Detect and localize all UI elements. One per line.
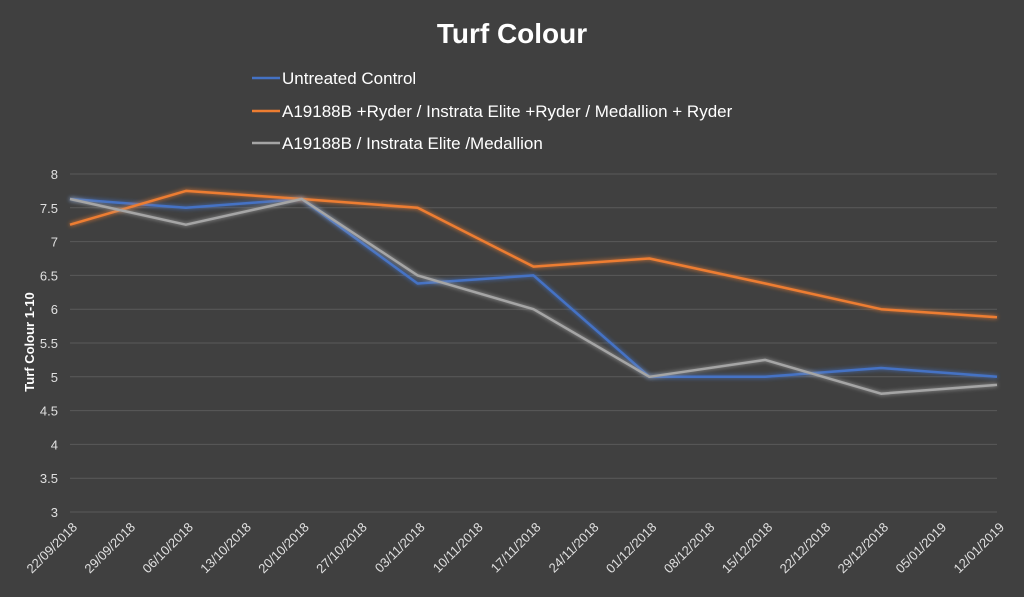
x-tick-label: 20/10/2018 [255, 520, 312, 577]
gridlines [70, 173, 997, 513]
x-tick-label: 24/11/2018 [546, 520, 602, 576]
y-tick-label: 5 [51, 370, 58, 385]
series-line-3 [69, 197, 998, 395]
x-tick-label: 22/12/2018 [777, 520, 834, 577]
x-tick-label: 27/10/2018 [313, 520, 370, 577]
y-tick-label: 3.5 [40, 471, 58, 486]
chart-title: Turf Colour [437, 18, 587, 49]
x-tick-label: 12/01/2019 [950, 520, 1007, 577]
y-tick-label: 6 [51, 302, 58, 317]
series-line-2 [69, 189, 998, 319]
legend-entry: Untreated Control [282, 69, 416, 88]
x-tick-label: 08/12/2018 [661, 520, 718, 577]
x-tick-label: 15/12/2018 [719, 520, 776, 577]
y-tick-label: 8 [51, 167, 58, 182]
x-tick-label: 29/09/2018 [81, 520, 138, 577]
y-axis-label: Turf Colour 1-10 [22, 292, 37, 391]
x-tick-label: 13/10/2018 [197, 520, 254, 577]
legend-entry: A19188B +Ryder / Instrata Elite +Ryder /… [282, 102, 733, 121]
x-tick-labels: 22/09/2018 29/09/2018 06/10/2018 13/10/2018… [23, 520, 1007, 577]
legend-entry: A19188B / Instrata Elite /Medallion [282, 134, 543, 153]
y-tick-label: 3 [51, 505, 58, 520]
y-tick-label: 7 [51, 235, 58, 250]
y-tick-label: 4.5 [40, 404, 58, 419]
x-tick-label: 05/01/2019 [893, 520, 950, 577]
legend: Untreated Control A19188B +Ryder / Instra… [252, 69, 733, 153]
x-tick-label: 01/12/2018 [603, 520, 660, 577]
x-tick-label: 29/12/2018 [835, 520, 892, 577]
x-tick-label: 06/10/2018 [139, 520, 196, 577]
series-line-1 [69, 197, 998, 379]
x-tick-label: 03/11/2018 [372, 520, 428, 576]
y-tick-labels: 3 3.5 4 4.5 5 5.5 6 6.5 7 7.5 8 [40, 167, 58, 520]
series-lines [69, 189, 998, 395]
x-tick-label: 17/11/2018 [488, 520, 544, 576]
y-tick-label: 7.5 [40, 201, 58, 216]
x-tick-label: 10/11/2018 [430, 520, 486, 576]
y-tick-label: 6.5 [40, 268, 58, 283]
x-tick-label: 22/09/2018 [23, 520, 80, 577]
y-tick-label: 4 [51, 437, 58, 452]
y-tick-label: 5.5 [40, 336, 58, 351]
